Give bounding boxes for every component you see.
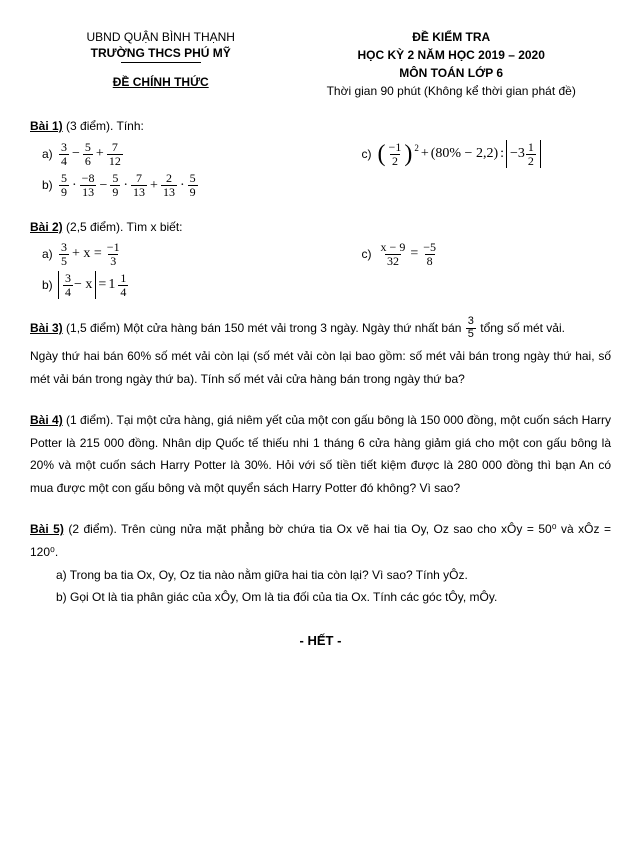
problem-2-points: (2,5 điểm). Tìm x biết:: [66, 220, 182, 234]
expr-2c: x − 932 = −58: [378, 241, 439, 267]
header-left: UBND QUẬN BÌNH THẠNH TRƯỜNG THCS PHÚ MỸ …: [30, 30, 291, 98]
problem-1: Bài 1) (3 điểm). Tính: a) 34 − 56 + 712 …: [30, 116, 611, 199]
org-name: UBND QUẬN BÌNH THẠNH: [30, 30, 291, 44]
problem-1-row-b: b) 59 · −813 − 59 · 713 + 213 · 59: [30, 172, 611, 198]
problem-3-frac: 3 5: [466, 316, 476, 340]
problem-5b: b) Gọi Ot là tia phân giác của xÔy, Om l…: [30, 586, 611, 609]
problem-3-title: Bài 3): [30, 321, 63, 335]
label-2b: b): [30, 275, 58, 295]
header: UBND QUẬN BÌNH THẠNH TRƯỜNG THCS PHÚ MỸ …: [30, 30, 611, 98]
problem-1c: c) ( −12 ) 2 + (80% − 2,2) : −3 12: [350, 140, 611, 168]
exam-title: ĐỀ KIỂM TRA: [291, 30, 611, 44]
official-label: ĐỀ CHÍNH THỨC: [30, 75, 291, 89]
problem-5-title: Bài 5): [30, 522, 64, 536]
expr-1a: 34 − 56 + 712: [58, 141, 124, 167]
label-1c: c): [350, 144, 378, 164]
problem-1b: b) 59 · −813 − 59 · 713 + 213 · 59: [30, 172, 350, 198]
problem-5-lead: (2 điểm). Trên cùng nửa mặt phẳng bờ chứ…: [30, 522, 611, 559]
time-note: Thời gian 90 phút (Không kể thời gian ph…: [291, 84, 611, 98]
problem-3: Bài 3) (1,5 điểm) Một cửa hàng bán 150 m…: [30, 317, 611, 391]
problem-4-title: Bài 4): [30, 413, 63, 427]
problem-1-row-ac: a) 34 − 56 + 712 c) ( −12 ) 2 +: [30, 140, 611, 168]
problem-3-p2: Ngày thứ hai bán 60% số mét vải còn lại …: [30, 345, 611, 391]
subject-line: MÔN TOÁN LỚP 6: [291, 66, 611, 80]
expr-2a: 35 + x = −13: [58, 241, 123, 267]
label-1a: a): [30, 144, 58, 164]
expr-1b: 59 · −813 − 59 · 713 + 213 · 59: [58, 172, 199, 198]
problem-2-title: Bài 2): [30, 220, 63, 234]
expr-1c: ( −12 ) 2 + (80% − 2,2) : −3 12: [378, 140, 541, 168]
problem-3-tail: tổng số mét vải.: [480, 321, 565, 335]
label-2a: a): [30, 244, 58, 264]
problem-2-row-b: b) 34 − x = 1 14: [30, 271, 611, 299]
expr-2b: 34 − x = 1 14: [58, 271, 129, 299]
problem-4-text: (1 điểm). Tại một cửa hàng, giá niêm yết…: [30, 413, 611, 495]
problem-4: Bài 4) (1 điểm). Tại một cửa hàng, giá n…: [30, 409, 611, 500]
problem-5a: a) Trong ba tia Ox, Oy, Oz tia nào nằm g…: [30, 564, 611, 587]
problem-2a: a) 35 + x = −13: [30, 241, 350, 267]
problem-2-row-ac: a) 35 + x = −13 c) x − 932 = −58: [30, 241, 611, 267]
problem-5: Bài 5) (2 điểm). Trên cùng nửa mặt phẳng…: [30, 518, 611, 609]
problem-2c: c) x − 932 = −58: [350, 241, 611, 267]
problem-3-lead: (1,5 điểm) Một cửa hàng bán 150 mét vải …: [66, 321, 465, 335]
problem-1-title: Bài 1): [30, 119, 63, 133]
problem-2b: b) 34 − x = 1 14: [30, 271, 350, 299]
end-marker: - HẾT -: [30, 633, 611, 648]
divider: [121, 62, 201, 63]
school-name: TRƯỜNG THCS PHÚ MỸ: [30, 46, 291, 60]
term-line: HỌC KỲ 2 NĂM HỌC 2019 – 2020: [291, 48, 611, 62]
problem-1-points: (3 điểm). Tính:: [66, 119, 144, 133]
label-1b: b): [30, 175, 58, 195]
problem-1a: a) 34 − 56 + 712: [30, 140, 350, 168]
header-right: ĐỀ KIỂM TRA HỌC KỲ 2 NĂM HỌC 2019 – 2020…: [291, 30, 611, 98]
exam-page: UBND QUẬN BÌNH THẠNH TRƯỜNG THCS PHÚ MỸ …: [0, 0, 641, 843]
problem-2: Bài 2) (2,5 điểm). Tìm x biết: a) 35 + x…: [30, 217, 611, 300]
label-2c: c): [350, 244, 378, 264]
